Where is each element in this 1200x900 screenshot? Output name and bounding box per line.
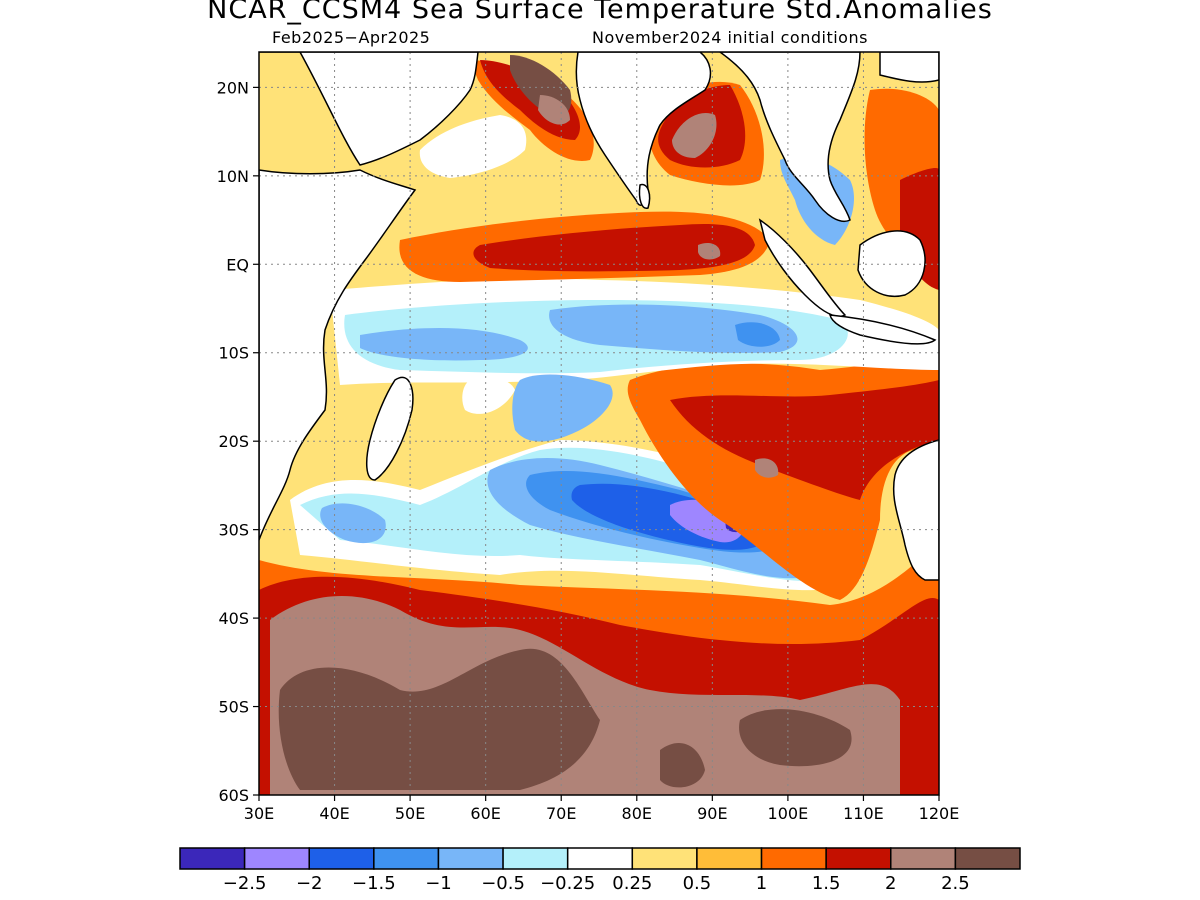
colorbar-swatch (760, 847, 827, 870)
map-title: NCAR_CCSM4 Sea Surface Temperature Std.A… (207, 0, 993, 25)
colorbar-label: −2 (296, 873, 323, 894)
australia (892, 439, 939, 581)
initial-conditions: November2024 initial conditions (592, 28, 868, 47)
colorbar-swatch (566, 847, 634, 870)
lat-tick-label: 30S (218, 521, 249, 540)
lat-tick-label: 50S (218, 698, 249, 717)
colorbar-label: 2 (885, 873, 896, 894)
africa-landmass (259, 52, 479, 166)
equatorial-blue-core (735, 322, 780, 347)
lon-tick-label: 50E (395, 804, 425, 823)
map-frame (258, 51, 940, 796)
north-equator-red-band (473, 224, 755, 272)
colorbar-swatch (825, 847, 892, 870)
lon-tick-label: 100E (768, 804, 809, 823)
lat-tick-label: 40S (218, 609, 249, 628)
lon-tick-label: 60E (470, 804, 500, 823)
colorbar-swatch (631, 847, 698, 870)
lon-tick-label: 120E (919, 804, 960, 823)
lon-tick-label: 110E (843, 804, 884, 823)
colorbar-label: −2.5 (223, 873, 267, 894)
colorbar-label: 1 (756, 873, 767, 894)
lat-tick-label: 10N (217, 167, 249, 186)
colorbar: −2.5 −2 −1.5 −1 −0.5 −0.25 0.25 0.5 1 1.5 2 2.5 (179, 847, 1021, 894)
colorbar-swatch (502, 847, 569, 870)
indochina (718, 52, 861, 222)
madagascar (365, 376, 414, 481)
java (829, 314, 937, 345)
lon-tick-label: 40E (319, 804, 349, 823)
southern-ocean-brown-patch-east (739, 709, 852, 767)
lon-tick-label: 80E (622, 804, 652, 823)
colorbar-swatch (437, 847, 504, 870)
borneo (857, 230, 926, 297)
colorbar-swatch (179, 847, 246, 870)
colorbar-label: 0.25 (612, 873, 652, 894)
colorbar-swatch (890, 847, 957, 870)
southern-ocean-brown-patch-west (278, 648, 600, 790)
colorbar-label: 0.5 (683, 873, 712, 894)
lon-tick-label: 70E (546, 804, 576, 823)
lat-tick-label: EQ (226, 255, 249, 274)
colorbar-label: −0.5 (481, 873, 525, 894)
sri-lanka (638, 183, 651, 209)
sumatra (758, 218, 847, 317)
longitude-axis: 30E 40E 50E 60E 70E 80E 90E 100E 110E 120E (244, 795, 960, 823)
land (259, 52, 939, 581)
west-australia-pink-spot (755, 458, 779, 478)
map-panel (259, 52, 939, 795)
arabian-sea-white (419, 115, 527, 178)
lon-tick-label: 90E (697, 804, 727, 823)
colorbar-swatch (308, 847, 375, 870)
colorbar-label: 1.5 (812, 873, 841, 894)
colorbar-label: −1.5 (352, 873, 396, 894)
east-africa-coast (259, 169, 417, 541)
lat-tick-label: 20N (217, 78, 249, 97)
lat-tick-label: 10S (218, 344, 249, 363)
arabian-sea-pink (538, 95, 570, 125)
latitude-axis: 20N 10N EQ 10S 20S 30S 40S 50S 60S (217, 78, 259, 805)
forecast-period: Feb2025−Apr2025 (272, 28, 431, 47)
lon-tick-label: 30E (244, 804, 274, 823)
colorbar-label: −1 (425, 873, 452, 894)
map-gridlines (259, 52, 939, 795)
colorbar-swatch (373, 847, 440, 870)
lat-tick-label: 60S (218, 786, 249, 805)
southwest-blue-spot (320, 503, 386, 544)
colorbar-swatch (696, 847, 763, 870)
lat-tick-label: 20S (218, 432, 249, 451)
colorbar-label: −0.25 (540, 873, 595, 894)
north-equator-pink-spot (698, 243, 721, 260)
colorbar-swatch (243, 847, 310, 870)
bay-of-bengal-pink (672, 112, 717, 158)
central-white-connector (462, 377, 515, 414)
west-australia-red-band (670, 380, 939, 500)
central-cool-connector (512, 374, 613, 442)
colorbar-swatch (954, 847, 1021, 870)
equatorial-blue-band (360, 304, 798, 361)
philippines-fragment (879, 52, 939, 83)
colorbar-label: 2.5 (941, 873, 970, 894)
southern-ocean-brown-patch-mid (660, 742, 705, 788)
